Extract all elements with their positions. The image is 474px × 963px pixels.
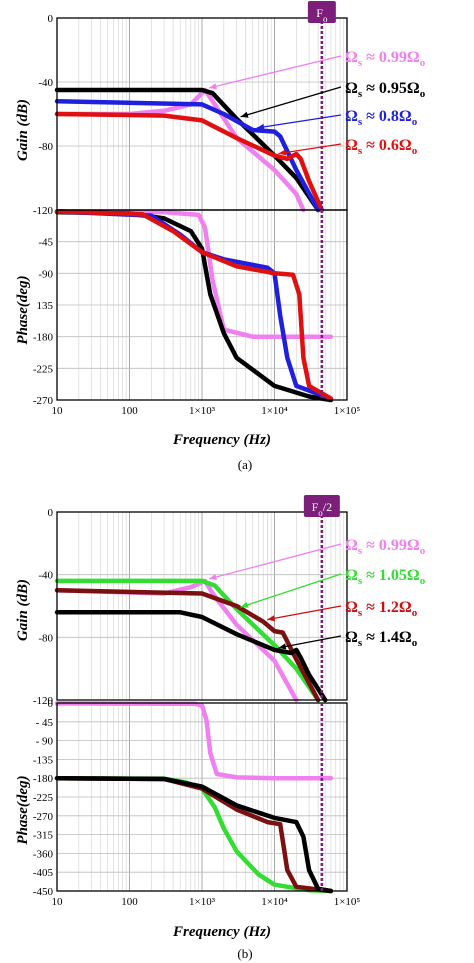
- b-gain-ytick-label: -120: [33, 695, 54, 707]
- b-phase-xtick-label: 10: [52, 896, 64, 908]
- a-gain-series-s095: [54, 87, 321, 213]
- a-phase-ytick-label: 135: [37, 300, 54, 312]
- b-gain-fo-marker-label: Fo/2: [312, 500, 333, 518]
- a-phase-series-s06: [54, 209, 334, 401]
- b-phase-ytick-label: - 90: [36, 736, 54, 748]
- a-gain-ytick-label: 0: [48, 13, 54, 25]
- a-phase-ytick-label: -180: [33, 332, 54, 344]
- a-gain-annotation-s095: Ωs ≈ 0.95Ωo: [345, 80, 426, 100]
- b-gain-arrowhead-s14: [278, 643, 287, 650]
- a-gain-series-s08: [54, 98, 321, 213]
- b-gain-arrow-s12: [267, 605, 342, 621]
- b-caption: (b): [237, 946, 252, 961]
- a-phase-plot-frame: [56, 209, 348, 401]
- b-phase-ytick-label: -135: [33, 754, 54, 766]
- b-phase-ylabel: Phase(deg): [15, 775, 31, 844]
- b-gain-arrowhead-s099: [209, 574, 217, 581]
- a-phase-ytick-label: -45: [38, 237, 53, 249]
- b-gain-plot-frame: [56, 511, 348, 701]
- b-gain-arrowhead-s105: [240, 601, 249, 608]
- b-phase-plot-frame: [56, 702, 348, 892]
- a-gain-arrowhead-s06: [278, 149, 287, 156]
- b-phase-ytick-label: -360: [33, 848, 54, 860]
- b-xlabel: Frequency (Hz): [172, 924, 271, 940]
- b-phase-ytick-label: - 45: [36, 717, 54, 729]
- b-gain-series-s14: [54, 610, 328, 703]
- b-gain-series-s099: [54, 578, 299, 703]
- a-gain-arrowhead-s099: [209, 83, 217, 90]
- a-phase-ytick-label: -270: [33, 395, 54, 407]
- a-gain-fo-marker-box: [307, 1, 336, 23]
- a-phase-xtick-label: 10: [52, 405, 64, 417]
- b-phase-ytick-label: -225: [33, 792, 54, 804]
- a-gain-ytick-label: -120: [33, 205, 54, 217]
- a-gain-annotation-s06: Ωs ≈ 0.6Ωo: [345, 137, 418, 157]
- a-phase-ytick-label: -90: [38, 268, 53, 280]
- b-gain-series-s12: [54, 588, 321, 703]
- a-gain-ytick-label: -40: [38, 77, 53, 89]
- b-gain-arrow-s14: [278, 635, 342, 649]
- b-phase-ytick-label: -450: [33, 886, 54, 898]
- b-gain-annotation-s105: Ωs ≈ 1.05Ωo: [345, 567, 426, 587]
- b-phase-ytick-label: -405: [33, 867, 54, 879]
- b-gain-annotation-s099: Ωs ≈ 0.99Ωo: [345, 537, 426, 557]
- a-phase-xtick-label: 100: [121, 405, 138, 417]
- a-phase-xtick-label: 1×10³: [189, 405, 216, 417]
- a-gain-arrowhead-s08: [256, 123, 265, 130]
- a-caption: (a): [238, 457, 252, 472]
- b-gain-series-s105: [54, 578, 321, 703]
- a-gain-arrowhead-s095: [240, 111, 249, 118]
- b-gain-arrow-s105: [240, 573, 342, 608]
- b-phase-xtick-label: 1×10⁵: [334, 896, 361, 908]
- a-gain-ylabel: Gain (dB): [15, 99, 31, 161]
- a-gain-series-s099: [54, 87, 306, 213]
- a-gain-series-s06: [54, 111, 325, 213]
- a-gain-annotation-s08: Ωs ≈ 0.8Ωo: [345, 108, 418, 128]
- a-gain-annotation-s099: Ωs ≈ 0.99Ωo: [345, 49, 426, 69]
- b-gain-fo-marker-box: [303, 495, 340, 517]
- series-layer: [54, 87, 334, 894]
- a-gain-arrow-s099: [208, 55, 342, 89]
- b-gain-arrowhead-s12: [267, 615, 276, 622]
- b-phase-ytick-label: -315: [33, 830, 54, 842]
- a-gain-ytick-label: -80: [38, 141, 53, 153]
- b-phase-xtick-label: 1×10³: [189, 896, 216, 908]
- b-gain-annotation-s12: Ωs ≈ 1.2Ωo: [345, 599, 418, 619]
- b-gain-annotation-s14: Ωs ≈ 1.4Ωo: [345, 629, 418, 649]
- a-phase-ytick-label: -225: [33, 363, 54, 375]
- a-xlabel: Frequency (Hz): [172, 432, 271, 448]
- a-phase-xtick-label: 1×10⁴: [261, 405, 288, 417]
- b-phase-xtick-label: 100: [121, 896, 138, 908]
- a-phase-xtick-label: 1×10⁵: [334, 405, 361, 417]
- b-gain-ytick-label: -80: [38, 632, 53, 644]
- b-phase-ytick-label: 0: [48, 698, 54, 710]
- b-gain-ylabel: Gain (dB): [15, 579, 31, 641]
- a-phase-ylabel: Phase(deg): [15, 275, 31, 344]
- b-phase-xtick-label: 1×10⁴: [261, 896, 288, 908]
- text-layer: Gain (dB) Phase(deg) Frequency (Hz) (a) …: [15, 99, 271, 961]
- b-phase-series-s099: [54, 701, 334, 781]
- b-gain-arrow-s099: [208, 543, 342, 580]
- b-phase-ytick-label: -180: [33, 773, 54, 785]
- grid-layer: [56, 17, 348, 892]
- a-gain-fo-marker-label: Fo: [316, 6, 328, 24]
- b-gain-ytick-label: -40: [38, 570, 53, 582]
- b-gain-ytick-label: 0: [48, 507, 54, 519]
- b-phase-series-s14: [54, 775, 334, 894]
- a-gain-arrow-s08: [256, 114, 342, 129]
- b-phase-ytick-label: -270: [33, 811, 54, 823]
- annotation-layer: Ωs ≈ 0.99Ωo Ωs ≈ 0.95Ωo Ωs ≈ 0.8Ωo Ωs ≈ 0.6…: [208, 49, 426, 650]
- a-gain-arrow-s095: [240, 86, 342, 118]
- a-gain-arrow-s06: [278, 143, 342, 155]
